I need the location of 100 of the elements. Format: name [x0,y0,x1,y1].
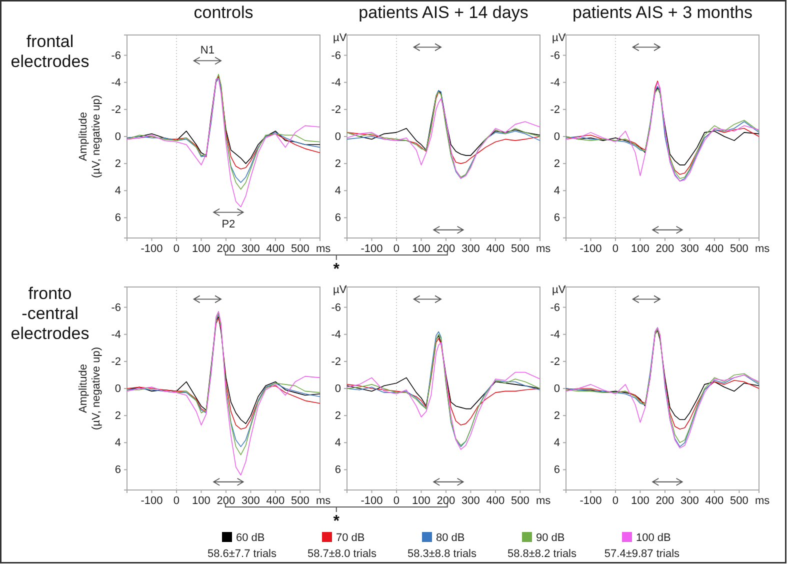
annotation: P2 [222,218,236,230]
x-tick-label: 0 [393,494,400,507]
text: 57.4±9.87 trials [604,548,680,560]
x-tick-label: 0 [173,494,180,507]
x-axis-title: ms [755,495,770,507]
text: 58.8±8.2 trials [507,548,578,560]
x-axis-title: ms [755,243,770,255]
x-tick-label: 500 [291,494,310,507]
x-tick-label: 500 [511,494,530,507]
x-tick-label: -100 [580,242,602,255]
x-tick-label: 300 [680,242,699,255]
y-tick-label: -4 [111,76,121,89]
y-tick-label: 6 [334,464,341,476]
y-tick-label: -6 [331,302,341,314]
y-tick-label: 6 [554,464,560,476]
x-tick-label: 300 [242,494,260,507]
x-tick-label: -100 [360,242,383,255]
y-axis-title: µV [552,284,566,296]
x-tick-label: 200 [656,242,674,255]
y-tick-label: 0 [554,383,560,396]
x-tick-label: -100 [360,494,383,507]
x-tick-label: 0 [612,242,619,255]
y-tick-label: 4 [554,437,560,450]
y-tick-label: 2 [334,410,341,422]
y-tick-label: 6 [114,212,121,224]
y-tick-label: 2 [554,410,560,422]
y-tick-label: -2 [331,104,341,116]
x-tick-label: 400 [486,242,505,255]
y-tick-label: 6 [554,212,560,224]
x-tick-label: 0 [393,242,400,255]
x-tick-label: 100 [192,242,210,255]
y-tick-label: 6 [334,212,341,224]
x-tick-label: 200 [436,494,456,507]
x-tick-label: 100 [192,494,210,507]
x-tick-label: -100 [140,242,163,255]
y-tick-label: -6 [331,50,341,62]
x-tick-label: 500 [511,242,530,255]
x-tick-label: 300 [242,242,260,255]
x-axis-title: ms [536,495,552,507]
y-tick-label: -4 [550,76,560,89]
y-tick-label: 6 [114,464,121,476]
y-tick-label: -2 [550,356,560,368]
x-tick-label: 100 [631,494,650,507]
y-tick-label: 0 [334,383,341,396]
x-tick-label: 400 [266,242,285,255]
y-tick-label: -6 [111,302,121,314]
x-tick-label: 400 [486,494,505,507]
y-tick-label: 0 [114,383,121,396]
y-tick-label: -2 [550,104,560,116]
x-tick-label: 200 [216,494,236,507]
y-tick-label: -2 [111,356,121,368]
x-tick-label: 200 [436,242,456,255]
y-tick-label: 2 [334,158,341,170]
y-tick-label: -4 [111,328,121,341]
text: * [333,513,340,530]
y-tick-label: -4 [550,328,560,341]
x-tick-label: 0 [173,242,180,255]
y-tick-label: 0 [554,131,560,144]
y-tick-label: -2 [111,104,121,116]
x-tick-label: -100 [580,494,602,507]
x-tick-label: 100 [412,494,430,507]
y-axis-title: Amplitude (µV, negative up) [78,95,102,178]
x-tick-label: 0 [612,494,619,507]
y-axis-title: Amplitude (µV, negative up) [78,347,102,430]
x-tick-label: 300 [462,242,480,255]
y-tick-label: 2 [114,158,121,170]
x-tick-label: 200 [656,494,674,507]
x-tick-label: 500 [291,242,310,255]
y-tick-label: 4 [114,185,121,198]
y-tick-label: -6 [550,50,560,62]
text: 58.3±8.8 trials [407,548,478,560]
legend-label: 60 dB [236,532,265,544]
x-tick-label: 100 [631,242,650,255]
x-tick-label: -100 [140,494,163,507]
chart-subtitle: frontal electrodes [10,32,90,71]
y-tick-label: 4 [334,437,341,450]
y-tick-label: 4 [554,185,560,198]
chart-title: patients AIS + 14 days [358,3,528,22]
annotation: N1 [200,44,214,57]
x-tick-label: 300 [680,494,699,507]
y-tick-label: -2 [331,356,341,368]
x-axis-title: ms [536,243,552,255]
y-tick-label: -4 [331,76,341,89]
y-tick-label: 0 [114,131,121,144]
y-axis-title: µV [333,284,348,296]
legend-label: 70 dB [336,532,365,544]
chart-title: patients AIS + 3 months [572,3,753,22]
y-tick-label: 0 [334,131,341,144]
x-tick-label: 500 [730,494,748,507]
x-tick-label: 200 [216,242,236,255]
x-tick-label: 400 [705,242,724,255]
y-tick-label: -4 [331,328,341,341]
x-axis-title: ms [316,495,332,507]
y-tick-label: 4 [114,437,121,450]
y-tick-label: 4 [334,185,341,198]
legend-label: 100 dB [636,532,671,544]
y-axis-title: µV [333,32,348,44]
y-tick-label: -6 [111,50,121,62]
x-tick-label: 400 [705,494,724,507]
y-tick-label: 2 [554,158,560,170]
